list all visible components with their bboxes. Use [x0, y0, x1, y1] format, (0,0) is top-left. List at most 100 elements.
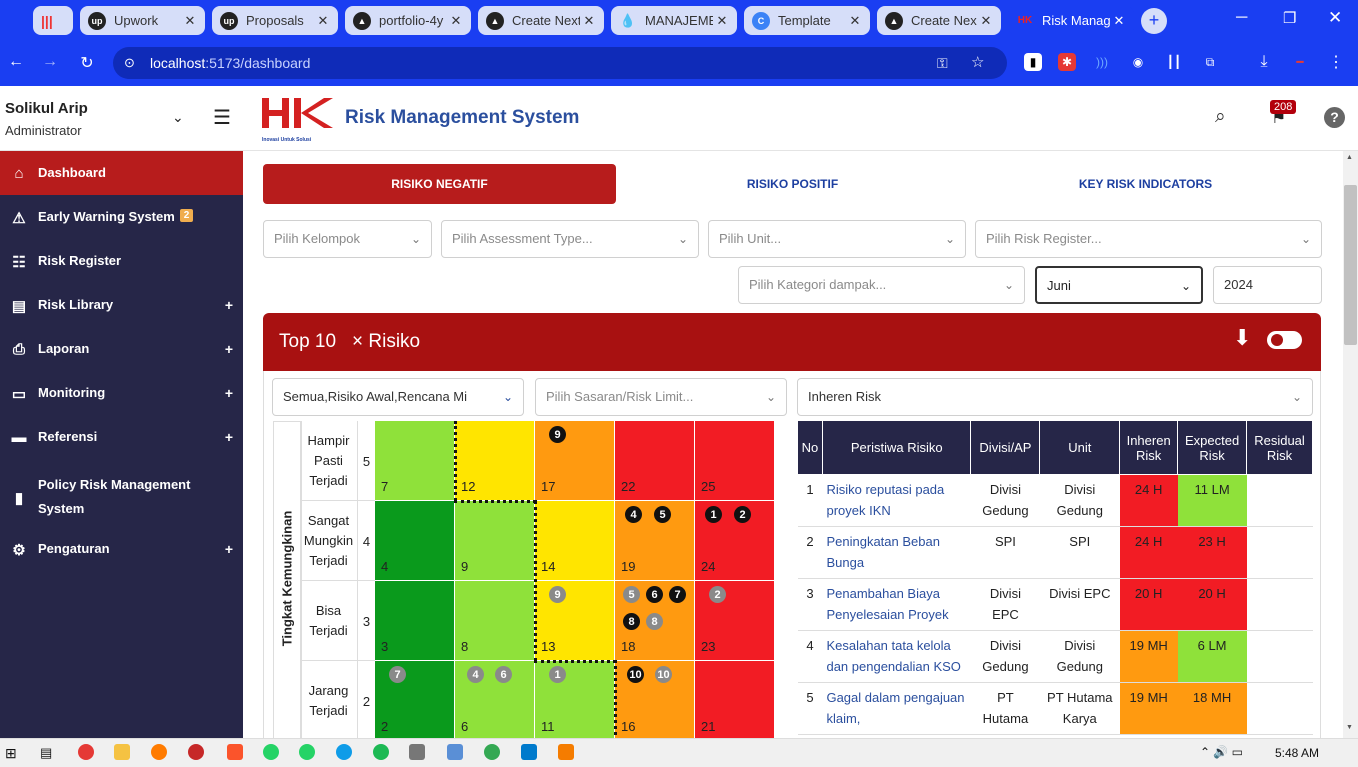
bookmark-star-icon[interactable]: ☆	[971, 54, 985, 71]
app-icon[interactable]	[188, 744, 204, 760]
close-icon[interactable]: ✕	[1113, 12, 1125, 28]
risk-marker[interactable]: 8	[623, 613, 640, 630]
risk-marker[interactable]: 9	[549, 426, 566, 443]
tab-risiko-positif[interactable]: RISIKO POSITIF	[746, 177, 839, 191]
risk-event-link[interactable]: Penambahan Biaya Penyelesaian Proyek	[822, 578, 971, 631]
browser-menu-icon[interactable]: ⋮	[1328, 54, 1344, 71]
close-icon[interactable]: ✕	[716, 12, 728, 28]
matrix-cell[interactable]: 22	[615, 421, 695, 501]
risk-event-link[interactable]: Peningkatan Beban Bunga	[822, 526, 971, 579]
edge-icon[interactable]	[336, 744, 352, 760]
matrix-cell[interactable]: 18 5 6 7 8 8	[615, 581, 695, 661]
risk-type-select[interactable]: Semua,Risiko Awal,Rencana Mi ⌄	[272, 378, 524, 416]
close-icon[interactable]: ✕	[317, 12, 329, 28]
matrix-cell[interactable]: 19 4 5	[615, 501, 695, 581]
task-view-icon[interactable]: ▤	[40, 745, 53, 760]
matrix-cell[interactable]: 13 9	[535, 581, 615, 661]
matrix-cell[interactable]: 3	[375, 581, 455, 661]
matrix-cell[interactable]: 21	[695, 661, 775, 738]
vscode-icon[interactable]	[521, 744, 537, 760]
sidebar-item-early-warning[interactable]: ⚠ Early Warning System 2	[0, 209, 243, 227]
firefox-icon[interactable]	[151, 744, 167, 760]
sidebar-item-monitoring[interactable]: ▭ Monitoring +	[0, 385, 243, 403]
year-input[interactable]: 2024	[1213, 266, 1322, 304]
sidebar-item-risk-register[interactable]: ☷ Risk Register	[0, 253, 243, 271]
matrix-cell[interactable]: 11 1	[535, 661, 615, 738]
risk-marker[interactable]: 7	[669, 586, 686, 603]
sidebar-item-laporan[interactable]: ⎙ Laporan +	[0, 341, 243, 358]
download-icon[interactable]: ⬇	[1233, 325, 1252, 350]
site-info-icon[interactable]: ⊙	[124, 55, 135, 70]
download-icon[interactable]: ⤓	[1260, 53, 1268, 70]
tab-risiko-negatif[interactable]: RISIKO NEGATIF	[263, 164, 616, 204]
extension-wave-icon[interactable]: )))	[1096, 55, 1108, 69]
matrix-cell[interactable]: 7	[375, 421, 455, 501]
tab-recording[interactable]: |||	[33, 6, 73, 35]
notepad-icon[interactable]	[447, 744, 463, 760]
spotify-icon[interactable]	[373, 744, 389, 760]
month-select[interactable]: Juni ⌄	[1035, 266, 1203, 304]
assessment-type-select[interactable]: Pilih Assessment Type... ⌄	[441, 220, 699, 258]
risk-marker[interactable]: 10	[655, 666, 672, 683]
user-menu-chevron-icon[interactable]: ⌄	[172, 109, 184, 125]
kelompok-select[interactable]: Pilih Kelompok ⌄	[263, 220, 432, 258]
sidebar-item-dashboard[interactable]: ⌂ Dashboard	[0, 165, 243, 182]
extension-red-icon[interactable]: ✱	[1058, 53, 1076, 71]
wps-icon[interactable]	[78, 744, 94, 760]
risk-marker[interactable]: 1	[549, 666, 566, 683]
matrix-cell[interactable]: 24 1 2	[695, 501, 775, 581]
extension-circle-icon[interactable]: ◉	[1132, 55, 1144, 69]
tab-manajemen[interactable]: 💧 MANAJEME ✕	[611, 6, 737, 35]
extension-bars-icon[interactable]: ┃┃	[1166, 55, 1182, 69]
close-icon[interactable]: ✕	[583, 12, 595, 28]
matrix-cell[interactable]: 8	[455, 581, 535, 661]
tab-create-next-2[interactable]: ▲ Create Nex ✕	[877, 6, 1001, 35]
help-icon[interactable]: ?	[1324, 107, 1345, 128]
extension-icon[interactable]: ▮	[1024, 53, 1042, 71]
matrix-cell[interactable]: 23 2	[695, 581, 775, 661]
back-icon[interactable]: ←	[8, 53, 24, 70]
toggle-switch[interactable]	[1267, 331, 1302, 349]
sidebar-item-policy[interactable]: ▮ Policy Risk Management System	[0, 473, 243, 521]
risk-marker[interactable]: 4	[467, 666, 484, 683]
matrix-cell[interactable]: 14	[535, 501, 615, 581]
risk-register-select[interactable]: Pilih Risk Register... ⌄	[975, 220, 1322, 258]
matrix-cell[interactable]: 16 10 10	[615, 661, 695, 738]
xampp-icon[interactable]	[558, 744, 574, 760]
hamburger-menu-icon[interactable]: ☰	[213, 107, 231, 129]
risk-marker[interactable]: 2	[709, 586, 726, 603]
tab-upwork[interactable]: up Upwork ✕	[80, 6, 205, 35]
risk-marker[interactable]: 2	[734, 506, 751, 523]
url-input[interactable]: ⊙ localhost:5173/dashboard ⚿ ☆	[113, 47, 1007, 79]
app-icon[interactable]	[409, 744, 425, 760]
close-icon[interactable]: ✕	[450, 12, 462, 28]
sidebar-item-pengaturan[interactable]: ⚙ Pengaturan +	[0, 541, 243, 559]
windows-start-icon[interactable]: ⊞	[5, 745, 17, 761]
taskbar-clock[interactable]: 5:48 AM	[1275, 746, 1320, 760]
tab-proposals[interactable]: up Proposals ✕	[212, 6, 338, 35]
matrix-cell[interactable]: 4	[375, 501, 455, 581]
risk-event-link[interactable]: Gagal dalam pengajuan klaim,	[822, 682, 971, 735]
risk-event-link[interactable]: Risiko reputasi pada proyek IKN	[822, 474, 971, 527]
risk-marker[interactable]: 6	[646, 586, 663, 603]
unit-select[interactable]: Pilih Unit... ⌄	[708, 220, 966, 258]
close-icon[interactable]: ✕	[980, 12, 992, 28]
risk-marker[interactable]: 5	[654, 506, 671, 523]
risk-marker[interactable]: 7	[389, 666, 406, 683]
file-explorer-icon[interactable]	[114, 744, 130, 760]
new-tab-button[interactable]: +	[1141, 8, 1167, 34]
risk-marker[interactable]: 6	[495, 666, 512, 683]
system-tray-icons[interactable]: ⌃ 🔊 ▭	[1200, 745, 1244, 759]
risk-marker[interactable]: 1	[705, 506, 722, 523]
password-key-icon[interactable]: ⚿	[937, 55, 948, 71]
risk-marker[interactable]: 5	[623, 586, 640, 603]
sidebar-item-referensi[interactable]: ▬ Referensi +	[0, 429, 243, 446]
profile-icon[interactable]: ━	[1296, 55, 1304, 69]
matrix-cell[interactable]: 12	[455, 421, 535, 501]
reload-icon[interactable]: ↻	[80, 55, 94, 72]
brave-icon[interactable]	[227, 744, 243, 760]
close-window-button[interactable]: ✕	[1328, 8, 1343, 27]
whatsapp-icon[interactable]	[263, 744, 279, 760]
